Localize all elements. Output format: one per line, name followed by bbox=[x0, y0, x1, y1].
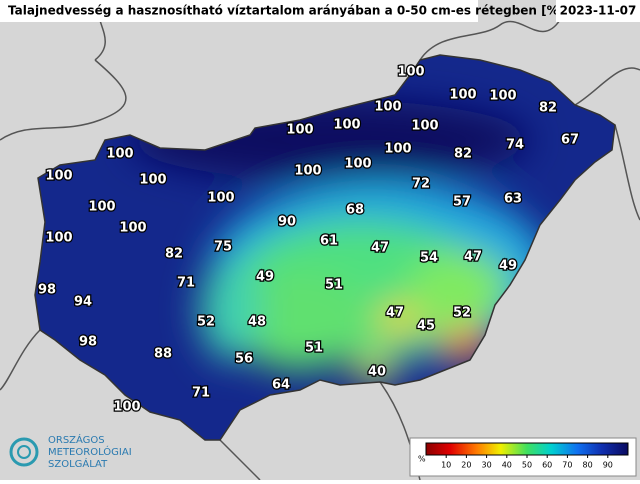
station-value: 54 bbox=[420, 251, 438, 266]
legend-unit: % bbox=[418, 455, 426, 464]
station-value: 100 bbox=[106, 147, 133, 162]
station-value: 71 bbox=[177, 276, 195, 291]
colorbar-tick-label: 30 bbox=[482, 461, 492, 470]
station-value: 88 bbox=[154, 347, 172, 362]
date: 2023-11-07 bbox=[560, 4, 637, 18]
station-value: 47 bbox=[371, 241, 389, 256]
colorbar-tick-label: 70 bbox=[562, 461, 572, 470]
title-box bbox=[0, 0, 478, 22]
station-value: 100 bbox=[45, 169, 72, 184]
station-value: 100 bbox=[411, 119, 438, 134]
station-value: 64 bbox=[272, 378, 290, 393]
station-value: 100 bbox=[397, 65, 424, 80]
station-value: 49 bbox=[499, 259, 517, 274]
logo: ORSZÁGOS METEOROLÓGIAI SZOLGÁLAT bbox=[9, 433, 132, 470]
colorbar-tick-label: 50 bbox=[522, 461, 532, 470]
station-value: 100 bbox=[333, 118, 360, 133]
logo-text: METEOROLÓGIAI bbox=[48, 445, 132, 458]
station-value: 47 bbox=[464, 250, 482, 265]
station-value: 100 bbox=[344, 157, 371, 172]
station-value: 100 bbox=[139, 173, 166, 188]
station-value: 100 bbox=[384, 142, 411, 157]
colorbar-tick-label: 10 bbox=[441, 461, 451, 470]
station-value: 98 bbox=[38, 283, 56, 298]
station-value: 74 bbox=[506, 138, 524, 153]
station-value: 52 bbox=[453, 306, 471, 321]
station-value: 71 bbox=[192, 386, 210, 401]
station-value: 67 bbox=[561, 133, 579, 148]
station-value: 52 bbox=[197, 315, 215, 330]
station-value: 40 bbox=[368, 365, 386, 380]
station-value: 61 bbox=[320, 234, 338, 249]
station-value: 100 bbox=[489, 89, 516, 104]
station-value: 100 bbox=[119, 221, 146, 236]
colorbar-tick-label: 20 bbox=[461, 461, 471, 470]
title: Talajnedvesség a hasznosítható víztartal… bbox=[8, 4, 564, 18]
station-value: 72 bbox=[412, 177, 430, 192]
date-box bbox=[556, 0, 640, 22]
station-value: 63 bbox=[504, 192, 522, 207]
colorbar-tick-label: 90 bbox=[603, 461, 613, 470]
station-value: 100 bbox=[286, 123, 313, 138]
station-value: 100 bbox=[113, 400, 140, 415]
station-value: 75 bbox=[214, 240, 232, 255]
station-value: 47 bbox=[386, 306, 404, 321]
colorbar-tick-label: 80 bbox=[583, 461, 593, 470]
station-value: 49 bbox=[256, 270, 274, 285]
station-value: 48 bbox=[248, 315, 266, 330]
logo-text: SZOLGÁLAT bbox=[48, 457, 108, 470]
logo-text: ORSZÁGOS bbox=[48, 433, 105, 446]
station-value: 56 bbox=[235, 352, 253, 367]
colorbar-tick-label: 60 bbox=[542, 461, 552, 470]
station-value: 100 bbox=[449, 88, 476, 103]
station-value: 100 bbox=[294, 164, 321, 179]
station-value: 82 bbox=[165, 247, 183, 262]
station-value: 51 bbox=[325, 278, 343, 293]
station-value: 100 bbox=[88, 200, 115, 215]
station-value: 51 bbox=[305, 341, 323, 356]
station-value: 82 bbox=[539, 101, 557, 116]
station-value: 68 bbox=[346, 203, 364, 218]
colorbar-tick-label: 40 bbox=[502, 461, 512, 470]
station-value: 45 bbox=[417, 319, 435, 334]
station-value: 100 bbox=[45, 231, 72, 246]
station-value: 100 bbox=[374, 100, 401, 115]
colorbar bbox=[425, 442, 629, 456]
station-value: 57 bbox=[453, 195, 471, 210]
station-value: 82 bbox=[454, 147, 472, 162]
station-value: 98 bbox=[79, 335, 97, 350]
station-value: 100 bbox=[207, 191, 234, 206]
station-value: 90 bbox=[278, 215, 296, 230]
station-value: 94 bbox=[74, 295, 92, 310]
